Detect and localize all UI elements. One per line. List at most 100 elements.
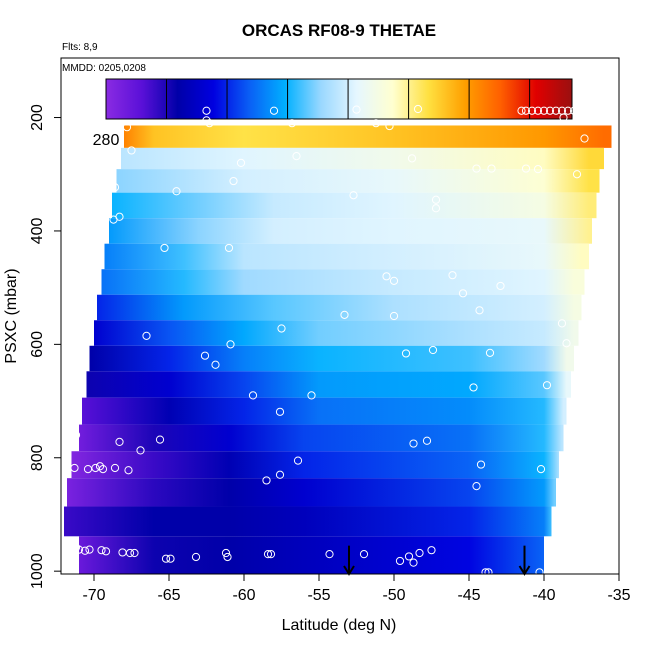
sample-point — [221, 548, 231, 558]
sample-point — [409, 439, 418, 448]
sample-point — [74, 545, 84, 554]
sample-point — [95, 462, 105, 471]
heatmap-band — [64, 506, 552, 537]
sample-point — [229, 176, 238, 186]
sample-point — [527, 106, 537, 115]
y-tick-label: 600 — [29, 331, 46, 358]
sample-point — [485, 348, 495, 357]
sample-point — [521, 106, 531, 115]
sample-point — [587, 106, 597, 115]
sample-point — [469, 383, 478, 392]
sample-point — [97, 546, 106, 555]
sample-point — [80, 546, 90, 555]
heatmap-band — [82, 397, 567, 425]
sample-point — [200, 351, 210, 360]
sample-point — [191, 552, 201, 562]
sample-point — [307, 391, 316, 400]
sample-point — [605, 106, 615, 115]
sample-point — [593, 106, 603, 115]
sample-point — [431, 195, 441, 204]
sample-point — [202, 116, 211, 125]
sample-point — [287, 119, 297, 128]
heatmap-band — [109, 218, 592, 244]
sample-point — [562, 339, 571, 348]
sample-point — [599, 106, 609, 115]
heatmap-band — [112, 192, 597, 219]
heatmap-band — [101, 269, 585, 295]
sample-point — [122, 123, 132, 132]
sample-point — [580, 134, 589, 143]
sample-point — [110, 183, 120, 192]
sample-point — [352, 105, 361, 114]
sample-point — [487, 164, 496, 173]
sample-point — [263, 550, 273, 559]
sample-point — [409, 558, 418, 567]
sample-point — [428, 345, 438, 355]
sample-point — [275, 470, 285, 479]
x-axis-label: Latitude (deg N) — [282, 617, 397, 634]
sample-point — [536, 464, 546, 474]
sample-point — [535, 568, 544, 577]
sample-point — [110, 463, 120, 473]
sample-point — [127, 146, 136, 155]
x-tick-label: -65 — [157, 587, 180, 604]
heatmap-band — [79, 536, 544, 574]
sample-point — [572, 170, 582, 179]
sample-point — [125, 548, 135, 558]
heatmap-band — [94, 320, 579, 346]
sample-point — [142, 331, 151, 340]
sample-point — [325, 550, 334, 559]
sample-point — [407, 154, 417, 163]
heatmap-band — [79, 424, 564, 452]
sample-point — [85, 545, 94, 554]
sample-point — [226, 340, 235, 349]
sample-point — [551, 106, 561, 115]
heatmap-band — [116, 169, 600, 193]
sample-point — [166, 554, 175, 563]
sample-point — [371, 119, 381, 128]
heatmap-band — [67, 478, 556, 507]
sample-point — [236, 158, 246, 168]
sample-point — [262, 476, 271, 485]
sample-point — [395, 556, 405, 566]
sample-point — [431, 204, 441, 213]
sample-point — [202, 106, 211, 115]
sample-point — [415, 548, 424, 558]
sample-point — [211, 360, 220, 369]
y-tick-label: 200 — [29, 104, 46, 131]
x-tick-label: -45 — [457, 587, 480, 604]
x-axis: -70 -65 -60 -55 -50 -45 -40 -35 — [82, 574, 631, 604]
colorbar-tick-label: 280 — [93, 132, 120, 149]
sample-point — [389, 311, 399, 321]
x-tick-label: -60 — [232, 587, 255, 604]
plot-frame — [60, 57, 620, 575]
sample-point — [476, 460, 486, 469]
sample-point — [422, 436, 432, 445]
sample-point — [349, 191, 358, 200]
sample-point — [521, 164, 531, 173]
mmdd-note: MMDD: 0205,0208 — [62, 63, 146, 74]
sample-point — [85, 326, 94, 335]
sample-point — [248, 391, 258, 400]
heatmap-band — [86, 371, 571, 398]
heatmap-band — [97, 294, 582, 321]
sample-points — [70, 104, 621, 577]
x-tick-label: -55 — [307, 587, 330, 604]
sample-point — [496, 281, 505, 291]
y-tick-label: 800 — [29, 444, 46, 471]
sample-point — [340, 310, 349, 319]
colorbar-gradient — [105, 78, 573, 120]
sample-point — [448, 271, 457, 280]
x-tick-label: -70 — [82, 587, 105, 604]
sample-point — [155, 435, 165, 444]
sample-point — [481, 568, 490, 577]
sample-point — [427, 546, 436, 555]
sample-point — [575, 106, 585, 115]
sample-point — [557, 319, 567, 328]
sample-point — [563, 106, 573, 115]
sample-point — [71, 430, 81, 440]
sample-point — [545, 106, 555, 115]
heatmap-band — [71, 451, 559, 479]
sample-point — [205, 119, 214, 128]
sample-point — [136, 446, 145, 455]
